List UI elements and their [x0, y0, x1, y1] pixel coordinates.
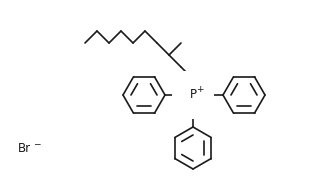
Text: P: P: [189, 88, 196, 102]
Text: Br: Br: [18, 141, 31, 155]
Text: +: +: [196, 86, 204, 94]
Text: −: −: [33, 139, 41, 149]
